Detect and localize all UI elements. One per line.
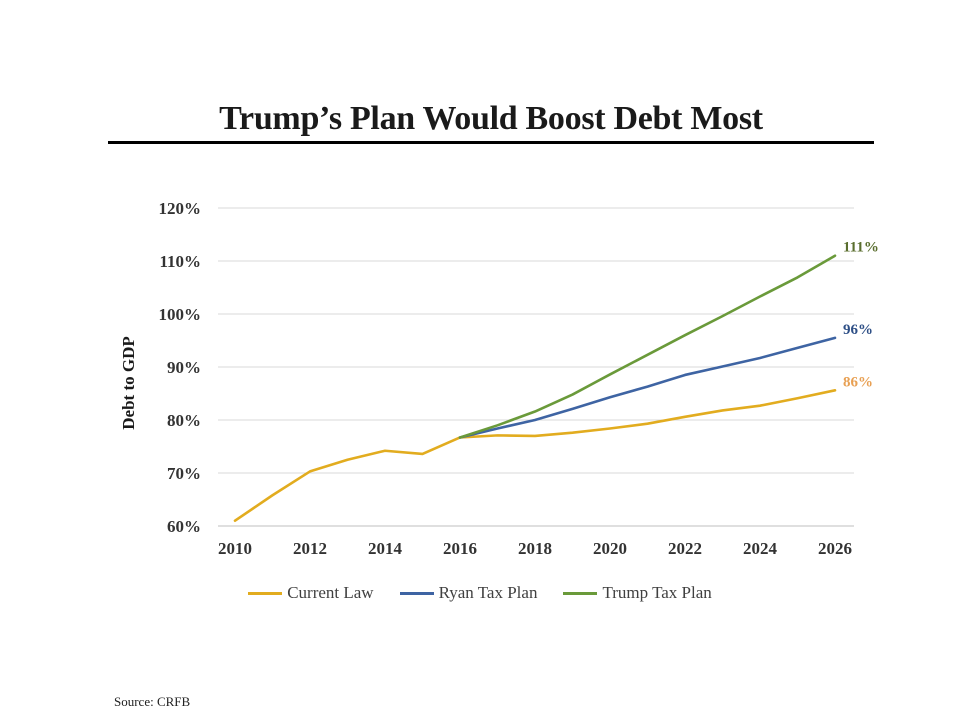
series-end-label: 86% — [843, 374, 873, 390]
y-axis-ticks: 60% 70% 80% 90% 100% 110% 120% — [159, 199, 202, 536]
title-underline — [108, 141, 874, 144]
y-axis-label: Debt to GDP — [119, 336, 138, 429]
series-end-labels: 86% 96% 111% — [843, 240, 879, 391]
x-tick-label: 2012 — [293, 539, 327, 558]
series-end-label: 96% — [843, 322, 873, 338]
legend-label: Current Law — [287, 583, 374, 602]
y-tick-label: 90% — [167, 358, 201, 377]
series-end-label: 111% — [843, 240, 879, 256]
legend-label: Ryan Tax Plan — [438, 583, 538, 602]
y-tick-label: 70% — [167, 464, 201, 483]
x-tick-label: 2020 — [593, 539, 627, 558]
legend-swatch — [563, 591, 598, 595]
y-tick-label: 60% — [167, 517, 201, 536]
y-tick-label: 80% — [167, 411, 201, 430]
x-tick-label: 2024 — [743, 539, 778, 558]
x-tick-label: 2014 — [368, 539, 403, 558]
series-line — [233, 389, 837, 523]
y-tick-label: 120% — [159, 199, 202, 218]
legend-item: Current Law — [248, 583, 374, 603]
chart-legend: Current Law Ryan Tax Plan Trump Tax Plan — [0, 583, 960, 603]
y-tick-label: 110% — [159, 252, 201, 271]
chart-series — [233, 254, 837, 523]
x-tick-label: 2026 — [818, 539, 852, 558]
x-axis-ticks: 2010 2012 2014 2016 2018 2020 2022 2024 2026 — [218, 539, 852, 558]
x-tick-label: 2016 — [443, 539, 477, 558]
x-tick-label: 2018 — [518, 539, 552, 558]
y-tick-label: 100% — [159, 305, 202, 324]
series-line — [458, 254, 837, 439]
legend-swatch — [248, 591, 283, 595]
source-note: Source: CRFB — [114, 694, 191, 709]
legend-label: Trump Tax Plan — [602, 583, 712, 602]
chart-gridlines — [218, 207, 854, 527]
x-tick-label: 2010 — [218, 539, 252, 558]
slide-title: Trump’s Plan Would Boost Debt Most — [219, 100, 763, 137]
x-tick-label: 2022 — [668, 539, 702, 558]
legend-item: Trump Tax Plan — [563, 583, 712, 603]
series-line — [458, 336, 837, 439]
legend-item: Ryan Tax Plan — [399, 583, 538, 603]
legend-swatch — [399, 591, 434, 595]
